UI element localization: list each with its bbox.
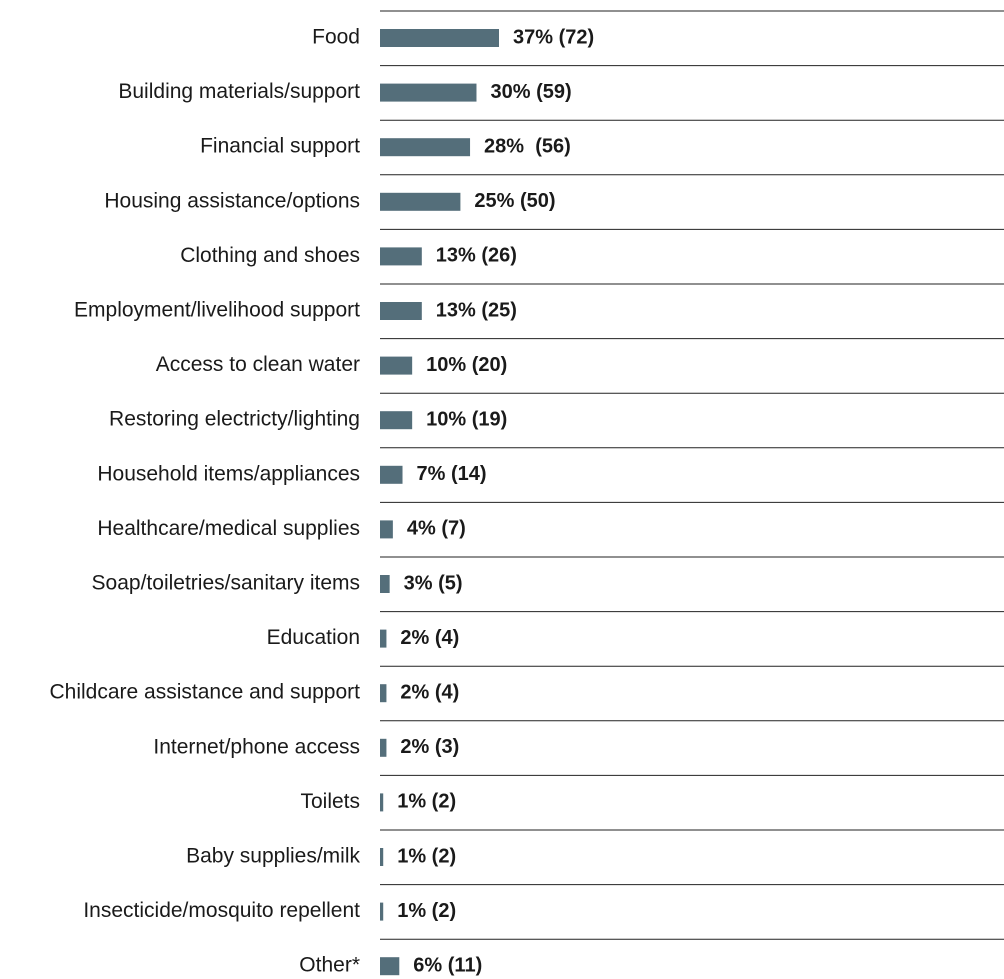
- category-label: Healthcare/medical supplies: [97, 517, 360, 540]
- data-label: 1% (2): [397, 791, 456, 813]
- category-label: Toilets: [300, 790, 360, 813]
- bars: [380, 29, 499, 976]
- data-label: 7% (14): [417, 463, 487, 485]
- category-label: Household items/appliances: [97, 462, 360, 485]
- bar: [380, 302, 422, 320]
- bar: [380, 793, 384, 812]
- category-label: Childcare assistance and support: [49, 681, 360, 704]
- bar: [380, 138, 471, 157]
- bar: [380, 247, 422, 266]
- bar: [380, 848, 384, 866]
- category-label: Employment/livelihood support: [74, 299, 360, 322]
- bar: [380, 29, 499, 47]
- row-separators: [380, 10, 1004, 940]
- bar: [380, 575, 390, 593]
- data-label: 28% (56): [484, 135, 571, 157]
- bar: [380, 356, 413, 375]
- bar: [380, 902, 384, 921]
- category-label: Access to clean water: [156, 353, 360, 376]
- category-label: Baby supplies/milk: [186, 845, 360, 868]
- category-label: Internet/phone access: [153, 735, 360, 758]
- category-label: Financial support: [200, 135, 360, 158]
- bar: [380, 465, 403, 484]
- category-label: Housing assistance/options: [104, 189, 360, 212]
- data-label: 1% (2): [397, 900, 456, 922]
- bar: [380, 738, 387, 757]
- bar: [380, 192, 461, 211]
- value-labels: 37% (72) 30% (59) 28% (56) 25% (50) 13% (26)…: [397, 26, 594, 976]
- bar: [380, 957, 400, 976]
- category-label: Building materials/support: [118, 80, 360, 103]
- category-label: Food: [312, 26, 360, 49]
- bar: [380, 684, 387, 703]
- data-label: 2% (3): [400, 736, 459, 758]
- data-label: 3% (5): [404, 572, 463, 594]
- data-label: 4% (7): [407, 518, 466, 540]
- data-label: 30% (59): [490, 81, 571, 103]
- bar: [380, 520, 393, 539]
- category-label: Clothing and shoes: [180, 244, 360, 267]
- data-label: 37% (72): [513, 26, 594, 48]
- bar: [380, 411, 413, 430]
- category-label: Insecticide/mosquito repellent: [83, 899, 360, 922]
- category-label: Soap/toiletries/sanitary items: [92, 572, 360, 595]
- data-label: 13% (26): [436, 245, 517, 267]
- bar: [380, 629, 387, 648]
- data-label: 10% (19): [426, 408, 507, 430]
- category-label: Restoring electricty/lighting: [109, 408, 360, 431]
- data-label: 6% (11): [413, 954, 482, 976]
- bar: [380, 83, 477, 102]
- category-labels: Food Building materials/support Financial …: [49, 26, 360, 977]
- data-label: 10% (20): [426, 354, 507, 376]
- data-label: 2% (4): [400, 627, 459, 649]
- data-label: 25% (50): [474, 190, 555, 212]
- category-label: Other*: [299, 954, 360, 977]
- data-label: 1% (2): [397, 845, 456, 867]
- category-label: Education: [267, 626, 360, 649]
- data-label: 2% (4): [400, 681, 459, 703]
- data-label: 13% (25): [436, 299, 517, 321]
